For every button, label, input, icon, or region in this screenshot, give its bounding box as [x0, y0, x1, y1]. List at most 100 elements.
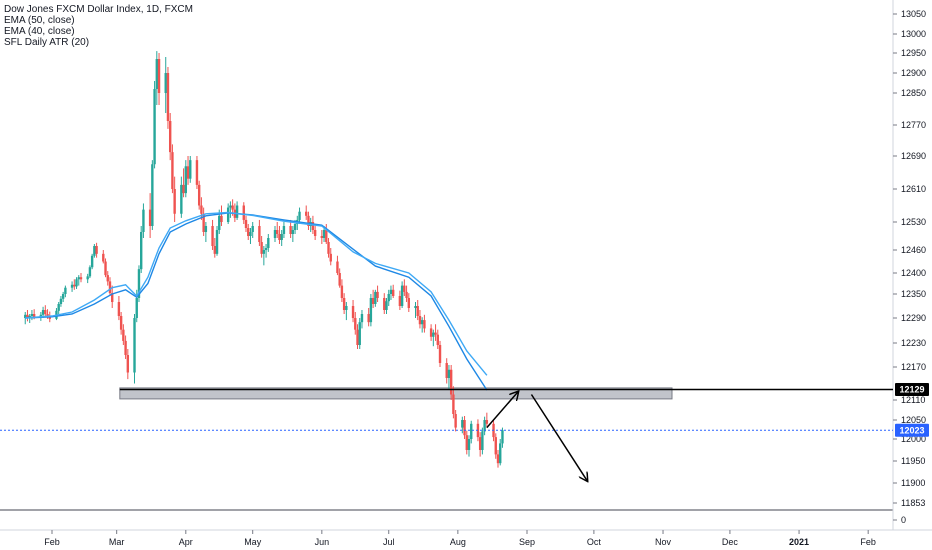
ema50-line [25, 212, 488, 391]
candle-body [470, 423, 473, 439]
y-tick-label: 12110 [901, 395, 925, 405]
candle [423, 314, 426, 333]
x-tick-label: 2021 [789, 537, 809, 547]
candle [398, 290, 402, 310]
price-tag-bg [895, 383, 929, 397]
ema40-line [25, 211, 488, 376]
candle [356, 324, 359, 349]
candle [376, 285, 379, 302]
candle [416, 300, 419, 321]
candle [215, 226, 219, 256]
candle-body [137, 269, 141, 298]
candle-body [157, 59, 161, 93]
candle [501, 427, 504, 448]
candle-body [499, 443, 502, 464]
candle-body [124, 340, 127, 355]
candle [282, 222, 286, 238]
candle [340, 279, 344, 302]
candle [485, 412, 489, 428]
candles [24, 51, 504, 468]
legend-ema40[interactable]: EMA (40, close) [4, 26, 75, 37]
candle [449, 365, 453, 400]
candle-body [391, 289, 395, 296]
candle [77, 275, 80, 286]
candle [171, 144, 174, 194]
candle [463, 416, 466, 439]
candle [155, 51, 159, 105]
candle [360, 310, 364, 329]
y-tick-label: 13000 [901, 29, 926, 39]
price-tag-bg [895, 423, 929, 437]
candle [320, 230, 324, 244]
candle-body [416, 306, 419, 316]
candle-body [186, 166, 190, 179]
legend-symbol[interactable]: Dow Jones FXCM Dollar Index, 1D, FXCM [4, 4, 193, 15]
x-tick-label: Jun [315, 537, 330, 547]
candle [235, 201, 239, 220]
candle-body [369, 298, 373, 323]
candle-body [434, 332, 437, 335]
candle-body [70, 284, 74, 288]
axes: 13050 13000 12950 12900 12850 12770 12690 12610… [44, 9, 929, 547]
candle-body [407, 298, 410, 308]
candle-body [463, 420, 466, 436]
candle-body [501, 430, 504, 444]
candle-body [403, 285, 406, 292]
candle [111, 285, 114, 308]
candle [496, 450, 500, 468]
candle [354, 312, 357, 335]
candle-body [197, 184, 201, 206]
candle-body [311, 222, 315, 230]
candle-body [356, 329, 359, 345]
candle [61, 291, 65, 302]
grid [0, 0, 932, 531]
candle [369, 294, 373, 327]
candle [148, 193, 152, 238]
candle-body [322, 230, 326, 238]
candle-body [432, 332, 435, 337]
candle-body [102, 253, 105, 262]
candle-body [258, 226, 261, 242]
candle [242, 202, 245, 224]
candle-body [485, 420, 489, 424]
legend-ema50[interactable]: EMA (50, close) [4, 15, 75, 26]
candle-body [387, 294, 390, 302]
candle [117, 296, 121, 321]
candle-body [389, 289, 393, 294]
candle-body [461, 420, 464, 428]
candle [434, 324, 437, 341]
candle [95, 242, 98, 258]
candle-body [367, 314, 370, 323]
candle [93, 244, 96, 258]
candle [325, 224, 328, 244]
candle-body [354, 318, 357, 330]
candle-body [218, 215, 221, 230]
candle-body [351, 306, 355, 318]
candle-body [242, 205, 245, 220]
candle-body [90, 255, 94, 268]
candle-body [153, 89, 156, 165]
candle-body [298, 211, 301, 220]
candle [371, 289, 375, 308]
y-tick-label: 12770 [901, 120, 926, 130]
candle [470, 420, 473, 444]
candle [262, 246, 266, 266]
legend-atr[interactable]: SFL Daily ATR (20) [4, 37, 90, 48]
candle-body [75, 279, 78, 287]
candle-body [57, 304, 60, 311]
candle-body [213, 246, 216, 254]
candle-body [166, 73, 170, 121]
y-tick-label: 11900 [901, 478, 925, 488]
candle [229, 201, 232, 218]
y-tick-label: 12350 [901, 289, 926, 299]
drawings [0, 388, 893, 481]
candle-body [267, 238, 270, 248]
y-tick-label: 0 [901, 515, 906, 525]
y-tick-label: 12850 [901, 88, 926, 98]
candle-body [168, 121, 172, 153]
candle [374, 289, 377, 307]
candle [202, 207, 205, 236]
candle [59, 296, 63, 307]
candle [73, 279, 76, 290]
